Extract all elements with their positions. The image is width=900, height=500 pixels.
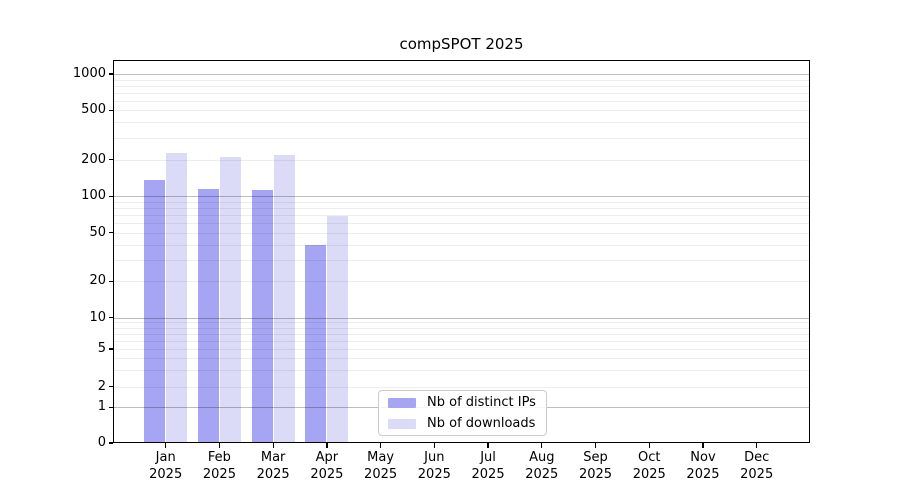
x-tick-mark bbox=[756, 443, 758, 448]
x-tick-mark bbox=[541, 443, 543, 448]
x-tick-label: Oct 2025 bbox=[617, 450, 681, 483]
x-tick-mark bbox=[218, 443, 221, 448]
y-tick-mark bbox=[108, 406, 113, 408]
x-tick-month: Aug bbox=[529, 450, 555, 465]
legend-item-downloads: Nb of downloads bbox=[388, 416, 537, 431]
x-tick-mark bbox=[165, 443, 167, 448]
x-tick-month: Feb bbox=[207, 450, 231, 465]
x-tick-mark bbox=[433, 443, 435, 448]
x-tick-mark bbox=[594, 443, 597, 448]
x-tick-year: 2025 bbox=[525, 466, 559, 482]
y-tick-label: 5 bbox=[97, 341, 106, 356]
x-tick-label: Nov 2025 bbox=[671, 450, 735, 483]
y-tick-label: 500 bbox=[81, 102, 106, 118]
y-tick-label: 200 bbox=[81, 151, 106, 167]
x-tick-month: May bbox=[367, 450, 395, 465]
y-tick-mark bbox=[108, 442, 113, 444]
x-tick-label: Aug 2025 bbox=[510, 450, 574, 483]
x-tick-month: Oct bbox=[637, 450, 661, 465]
x-tick-year: 2025 bbox=[417, 466, 451, 482]
y-tick-label: 1 bbox=[97, 399, 106, 415]
x-tick-label: Apr 2025 bbox=[295, 450, 359, 483]
x-tick-mark bbox=[379, 443, 382, 448]
chart-title: compSPOT 2025 bbox=[399, 35, 524, 53]
x-tick-month: Apr bbox=[315, 450, 339, 465]
bar-nb-of-distinct-ips-mar bbox=[251, 190, 273, 443]
y-tick-label: 20 bbox=[89, 273, 106, 289]
x-tick-label: May 2025 bbox=[349, 450, 413, 483]
y-tick-mark bbox=[108, 348, 113, 350]
y-tick-mark bbox=[108, 159, 113, 161]
x-tick-year: 2025 bbox=[149, 466, 183, 482]
y-tick-mark bbox=[108, 280, 113, 282]
x-tick-mark bbox=[326, 443, 328, 448]
x-tick-month: Mar bbox=[260, 450, 286, 465]
x-tick-mark bbox=[702, 443, 704, 448]
bar-nb-of-downloads-feb bbox=[219, 157, 242, 443]
x-tick-year: 2025 bbox=[364, 466, 398, 482]
legend-label-distinct-ips: Nb of distinct IPs bbox=[427, 395, 536, 410]
y-tick-mark bbox=[108, 109, 113, 111]
bar-nb-of-distinct-ips-feb bbox=[197, 188, 219, 443]
legend-swatch-distinct-ips bbox=[388, 397, 416, 408]
y-tick-label: 2 bbox=[97, 378, 106, 394]
y-tick-mark bbox=[108, 195, 113, 197]
x-tick-year: 2025 bbox=[202, 466, 236, 482]
legend: Nb of distinct IPs Nb of downloads bbox=[378, 390, 547, 436]
x-tick-year: 2025 bbox=[740, 466, 774, 482]
x-tick-year: 2025 bbox=[310, 466, 344, 482]
x-tick-year: 2025 bbox=[578, 466, 613, 482]
y-tick-label: 50 bbox=[89, 224, 106, 240]
y-tick-mark bbox=[108, 386, 113, 388]
x-tick-label: Feb 2025 bbox=[187, 450, 251, 483]
y-tick-label: 1000 bbox=[72, 66, 106, 81]
y-tick-label: 0 bbox=[97, 435, 106, 450]
x-tick-mark bbox=[272, 443, 274, 448]
legend-item-distinct-ips: Nb of distinct IPs bbox=[388, 395, 537, 410]
bar-nb-of-distinct-ips-apr bbox=[305, 244, 327, 443]
x-tick-year: 2025 bbox=[471, 466, 505, 482]
y-tick-mark bbox=[108, 317, 113, 319]
x-tick-label: Jul 2025 bbox=[456, 450, 520, 483]
x-tick-month: Jul bbox=[480, 450, 496, 465]
x-tick-month: Sep bbox=[583, 450, 608, 465]
y-tick-label: 10 bbox=[89, 309, 106, 325]
x-tick-month: Dec bbox=[744, 450, 770, 465]
bar-nb-of-distinct-ips-jan bbox=[144, 180, 166, 443]
x-tick-label: Jan 2025 bbox=[134, 450, 198, 483]
y-tick-mark bbox=[108, 232, 113, 234]
x-tick-label: Sep 2025 bbox=[564, 450, 628, 483]
x-tick-mark bbox=[487, 443, 489, 448]
x-tick-year: 2025 bbox=[632, 466, 666, 482]
y-tick-mark bbox=[108, 73, 113, 75]
x-tick-label: Mar 2025 bbox=[241, 450, 305, 483]
x-tick-year: 2025 bbox=[256, 466, 290, 482]
legend-label-downloads: Nb of downloads bbox=[427, 416, 536, 431]
x-tick-month: Jun bbox=[424, 450, 445, 465]
x-tick-label: Dec 2025 bbox=[725, 450, 789, 483]
x-tick-year: 2025 bbox=[686, 466, 720, 482]
bar-nb-of-downloads-jan bbox=[166, 153, 188, 443]
bar-nb-of-downloads-mar bbox=[273, 154, 295, 443]
x-tick-mark bbox=[648, 443, 650, 448]
legend-swatch-downloads bbox=[388, 418, 416, 429]
bars-layer bbox=[113, 60, 810, 443]
y-tick-label: 100 bbox=[81, 188, 106, 204]
bar-nb-of-downloads-apr bbox=[327, 215, 349, 443]
plot-area bbox=[113, 60, 810, 443]
x-tick-month: Jan bbox=[155, 450, 176, 465]
x-tick-label: Jun 2025 bbox=[402, 450, 466, 483]
x-tick-month: Nov bbox=[690, 450, 716, 465]
